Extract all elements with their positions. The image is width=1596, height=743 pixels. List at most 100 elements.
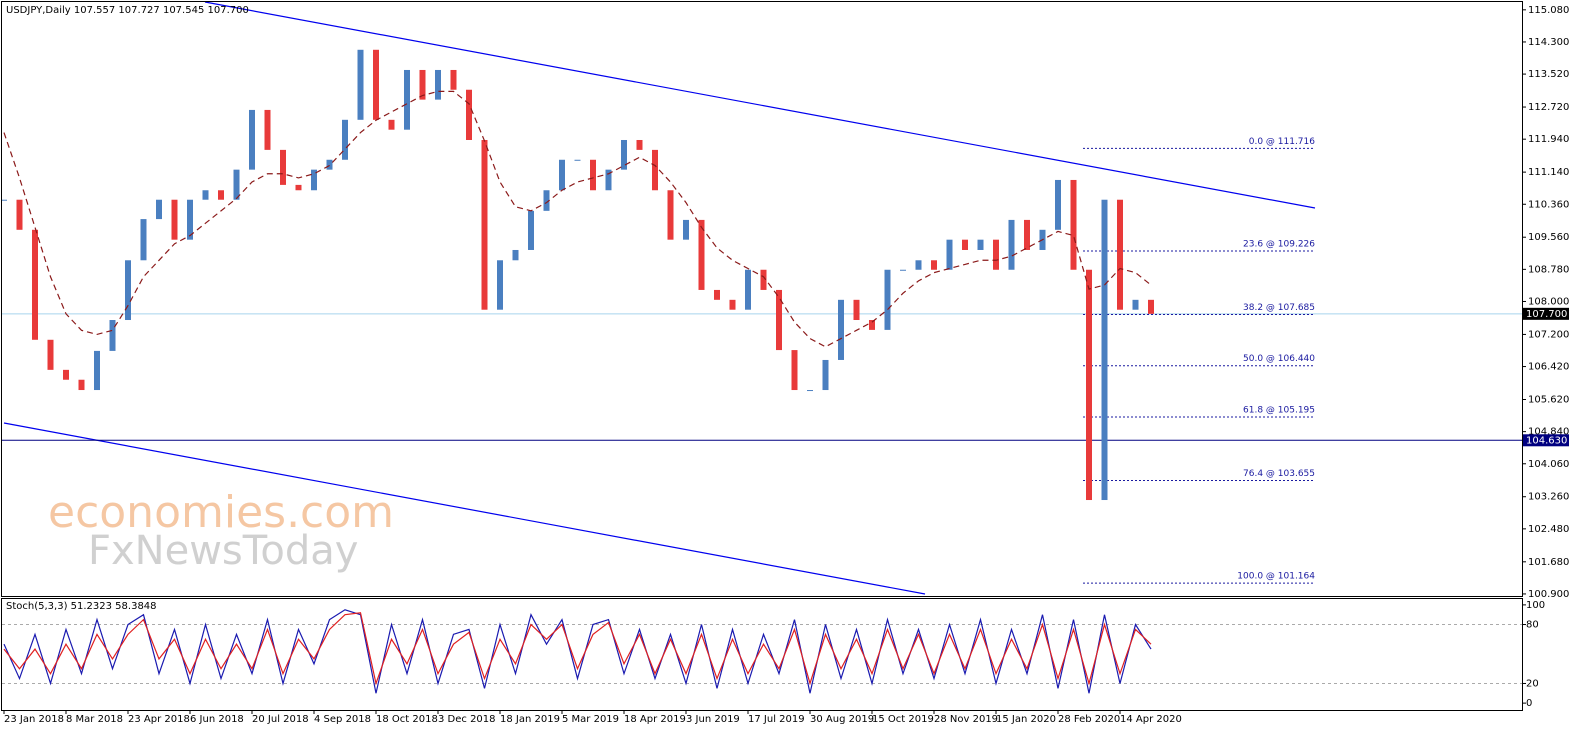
candle xyxy=(1070,179,1077,270)
y-tick-label: 110.360 xyxy=(1528,199,1569,210)
y-tick-label: 111.940 xyxy=(1528,134,1569,145)
x-tick-label: 30 Aug 2019 xyxy=(810,714,874,725)
x-tick-label: 28 Nov 2019 xyxy=(934,714,998,725)
y-tick-label: 20 xyxy=(1526,678,1539,689)
candle xyxy=(109,320,116,351)
price-label-box xyxy=(1523,307,1569,320)
y-tick-label: 109.560 xyxy=(1528,232,1569,243)
channel-line xyxy=(204,1,1316,209)
candle xyxy=(171,199,178,240)
x-tick-label: 28 Feb 2020 xyxy=(1058,714,1120,725)
price-panel-border xyxy=(1,1,1523,597)
candle xyxy=(729,299,736,310)
y-tick-label: 112.720 xyxy=(1528,102,1569,113)
candle xyxy=(605,169,612,191)
candle xyxy=(1086,269,1092,501)
y-tick-label: 104.060 xyxy=(1528,459,1569,470)
candle xyxy=(621,139,627,170)
candle xyxy=(946,239,953,270)
candle xyxy=(1117,199,1123,310)
fib-label: 23.6 @ 109.226 xyxy=(1243,239,1315,249)
candle xyxy=(869,320,875,330)
y-tick-label: 103.260 xyxy=(1528,492,1569,503)
price-label: 104.630 xyxy=(1526,435,1567,446)
candle xyxy=(233,169,240,200)
y-tick-label: 113.520 xyxy=(1528,69,1569,80)
candle xyxy=(683,219,689,240)
y-tick-label: 108.780 xyxy=(1528,264,1569,275)
candle xyxy=(977,239,984,250)
price-label: 107.700 xyxy=(1526,309,1567,320)
candle xyxy=(466,89,472,140)
candle xyxy=(1,199,7,201)
stoch-panel-border xyxy=(1,598,1523,711)
candle xyxy=(1101,199,1108,501)
candle xyxy=(1132,299,1139,310)
candle xyxy=(791,350,798,391)
candle xyxy=(931,260,937,270)
x-tick-label: 17 Jul 2019 xyxy=(748,714,805,725)
x-tick-label: 15 Oct 2019 xyxy=(872,714,934,725)
candle xyxy=(528,210,534,250)
candle xyxy=(342,119,348,160)
y-tick-label: 106.420 xyxy=(1528,362,1569,373)
candle xyxy=(993,239,999,270)
candle xyxy=(78,379,85,391)
candle xyxy=(94,350,100,391)
candle xyxy=(900,269,906,271)
y-tick-label: 108.000 xyxy=(1528,296,1569,307)
y-tick-label: 111.140 xyxy=(1528,167,1569,178)
price-label-box xyxy=(1523,434,1569,447)
candle xyxy=(32,229,38,340)
candle xyxy=(388,119,395,130)
watermark-text: economies.com xyxy=(48,487,394,538)
candle xyxy=(264,109,271,150)
candle xyxy=(652,149,658,191)
fib-label: 100.0 @ 101.164 xyxy=(1237,572,1315,582)
fib-label: 61.8 @ 105.195 xyxy=(1243,406,1315,416)
y-tick-label: 104.840 xyxy=(1528,427,1569,438)
candle xyxy=(915,260,922,270)
y-tick-label: 107.200 xyxy=(1528,329,1569,340)
indicator-line xyxy=(3,612,1152,686)
candle xyxy=(667,190,674,240)
y-tick-label: 105.620 xyxy=(1528,395,1569,406)
candle xyxy=(156,199,162,220)
candle xyxy=(962,239,968,250)
candle xyxy=(543,190,550,211)
y-tick-label: 100.900 xyxy=(1528,589,1569,600)
candle xyxy=(1024,219,1030,250)
watermark: economies.com FxNewsToday xyxy=(48,487,394,574)
x-tick-label: 3 Dec 2018 xyxy=(438,714,496,725)
candle xyxy=(714,289,720,300)
candle xyxy=(822,359,829,391)
x-tick-label: 23 Jan 2018 xyxy=(4,714,64,725)
x-tick-label: 3 Jun 2019 xyxy=(686,714,740,725)
candle xyxy=(16,199,23,230)
y-tick-label: 101.680 xyxy=(1528,557,1569,568)
candle xyxy=(280,149,286,185)
candle xyxy=(187,199,193,240)
candle xyxy=(512,249,519,261)
candle xyxy=(590,159,596,191)
candle xyxy=(1008,219,1015,270)
candle xyxy=(807,390,813,392)
y-tick-label: 100 xyxy=(1526,600,1545,611)
candle xyxy=(1055,179,1061,230)
candle xyxy=(760,269,767,290)
candle xyxy=(202,190,209,200)
y-tick-label: 114.300 xyxy=(1528,37,1569,48)
x-tick-label: 18 Jan 2019 xyxy=(500,714,560,725)
x-tick-label: 18 Apr 2019 xyxy=(624,714,686,725)
x-tick-label: 8 Mar 2018 xyxy=(66,714,123,725)
x-tick-label: 23 Apr 2018 xyxy=(128,714,190,725)
x-tick-label: 18 Oct 2018 xyxy=(376,714,438,725)
candle xyxy=(311,169,317,191)
fib-label: 38.2 @ 107.685 xyxy=(1243,303,1315,313)
candle xyxy=(419,69,426,100)
chart-title: USDJPY,Daily 107.557 107.727 107.545 107… xyxy=(6,5,249,16)
candle xyxy=(884,269,891,330)
candle xyxy=(404,69,410,130)
candle xyxy=(853,299,860,321)
